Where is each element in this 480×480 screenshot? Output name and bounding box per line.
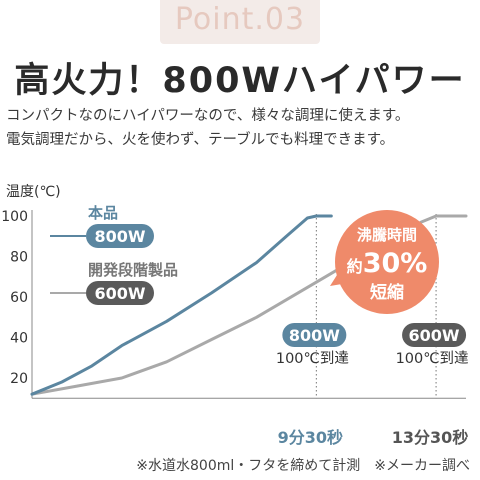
time-label-1: 9分30秒 xyxy=(278,428,343,447)
series-line-800W xyxy=(30,214,333,396)
marker-caption-1: 100℃到達 xyxy=(276,350,349,367)
y-tick-label: 60 xyxy=(10,290,28,306)
marker-badge-1 xyxy=(282,323,347,347)
callout-line-1: 沸騰時間 xyxy=(357,226,417,244)
y-axis-label: 温度(℃) xyxy=(6,184,61,200)
point-banner: Point.03 xyxy=(160,0,320,44)
legend-name-1: 本品 xyxy=(88,204,118,222)
callout-line-3: 短縮 xyxy=(370,282,404,303)
legend-badge-text-1: 800W xyxy=(94,227,145,246)
series-line-600W xyxy=(30,214,468,396)
description-line-2: 電気調理だから、火を使わず、テーブルでも料理できます。 xyxy=(6,132,395,148)
marker-caption-2: 100℃到達 xyxy=(396,350,469,367)
point-label: Point.03 xyxy=(174,2,306,37)
legend-badge-2 xyxy=(86,281,154,305)
time-label-2: 13分30秒 xyxy=(392,428,469,447)
footnote: ※水道水800ml・フタを締めて計測 ※メーカー調べ xyxy=(136,458,470,474)
y-tick-label: 20 xyxy=(10,371,28,387)
marker-badge-text-2: 600W xyxy=(409,326,460,345)
callout-value: 30% xyxy=(363,248,428,279)
callout-line-2: 約30% xyxy=(347,248,428,279)
headline: 高火力！800Wハイパワー xyxy=(14,61,466,101)
legend-name-2: 開発段階製品 xyxy=(88,261,178,279)
marker-badge-text-1: 800W xyxy=(289,326,340,345)
marker-badge-2 xyxy=(402,323,467,347)
y-tick-label: 80 xyxy=(10,250,28,266)
description-line-1: コンパクトなのにハイパワーなので、様々な調理に使えます。 xyxy=(6,108,410,124)
y-tick-label: 40 xyxy=(10,331,28,347)
callout-circle xyxy=(335,210,439,314)
y-tick-label: 100 xyxy=(1,209,28,225)
legend-badge-1 xyxy=(86,224,154,248)
legend-badge-text-2: 600W xyxy=(94,284,145,303)
callout-prefix: 約 xyxy=(347,257,363,276)
